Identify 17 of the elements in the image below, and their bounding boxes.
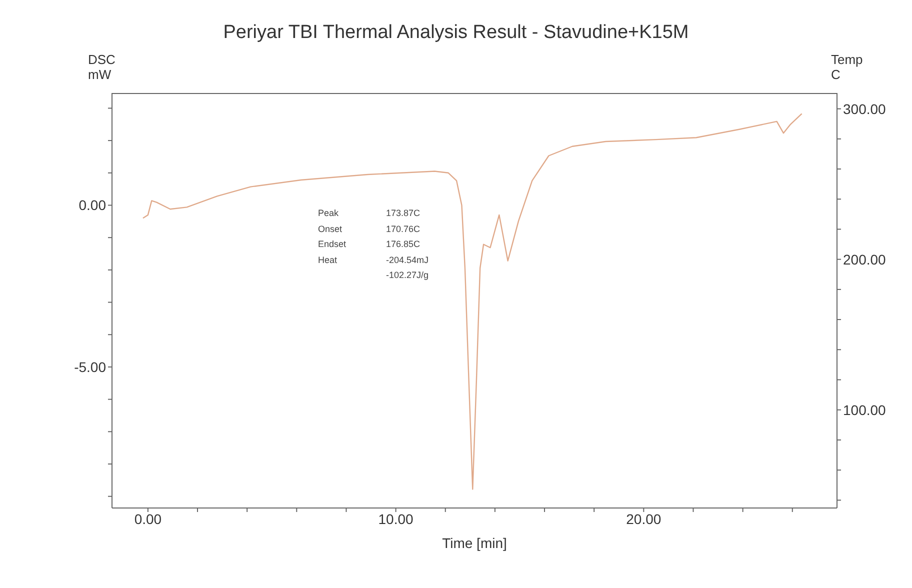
chart-title: Periyar TBI Thermal Analysis Result - Stavudine+K15M [222,22,690,44]
y-tick-label: -5.00 [74,358,106,375]
y2-axis-title: Temp C [831,52,863,82]
text: Endset 176.85C [318,239,420,249]
x-axis-title: Time [min] [442,535,507,551]
annotation: -102.27J/g [386,269,429,282]
y2-tick-label: 300.00 [843,100,886,117]
line-series [142,113,802,490]
y2-tick-label: 200.00 [843,251,886,268]
x-tick-label: 0.00 [134,510,162,527]
text: Peak 173.87C [318,208,420,218]
y2-tick-label: 100.00 [843,402,886,418]
x-tick-label: 10.00 [378,510,414,527]
x-tick-label: 20.00 [626,510,662,527]
text: Onset 170.76C [318,224,420,234]
y-axis-title: DSC mW [88,52,116,82]
text: Heat -204.54mJ [318,254,429,264]
